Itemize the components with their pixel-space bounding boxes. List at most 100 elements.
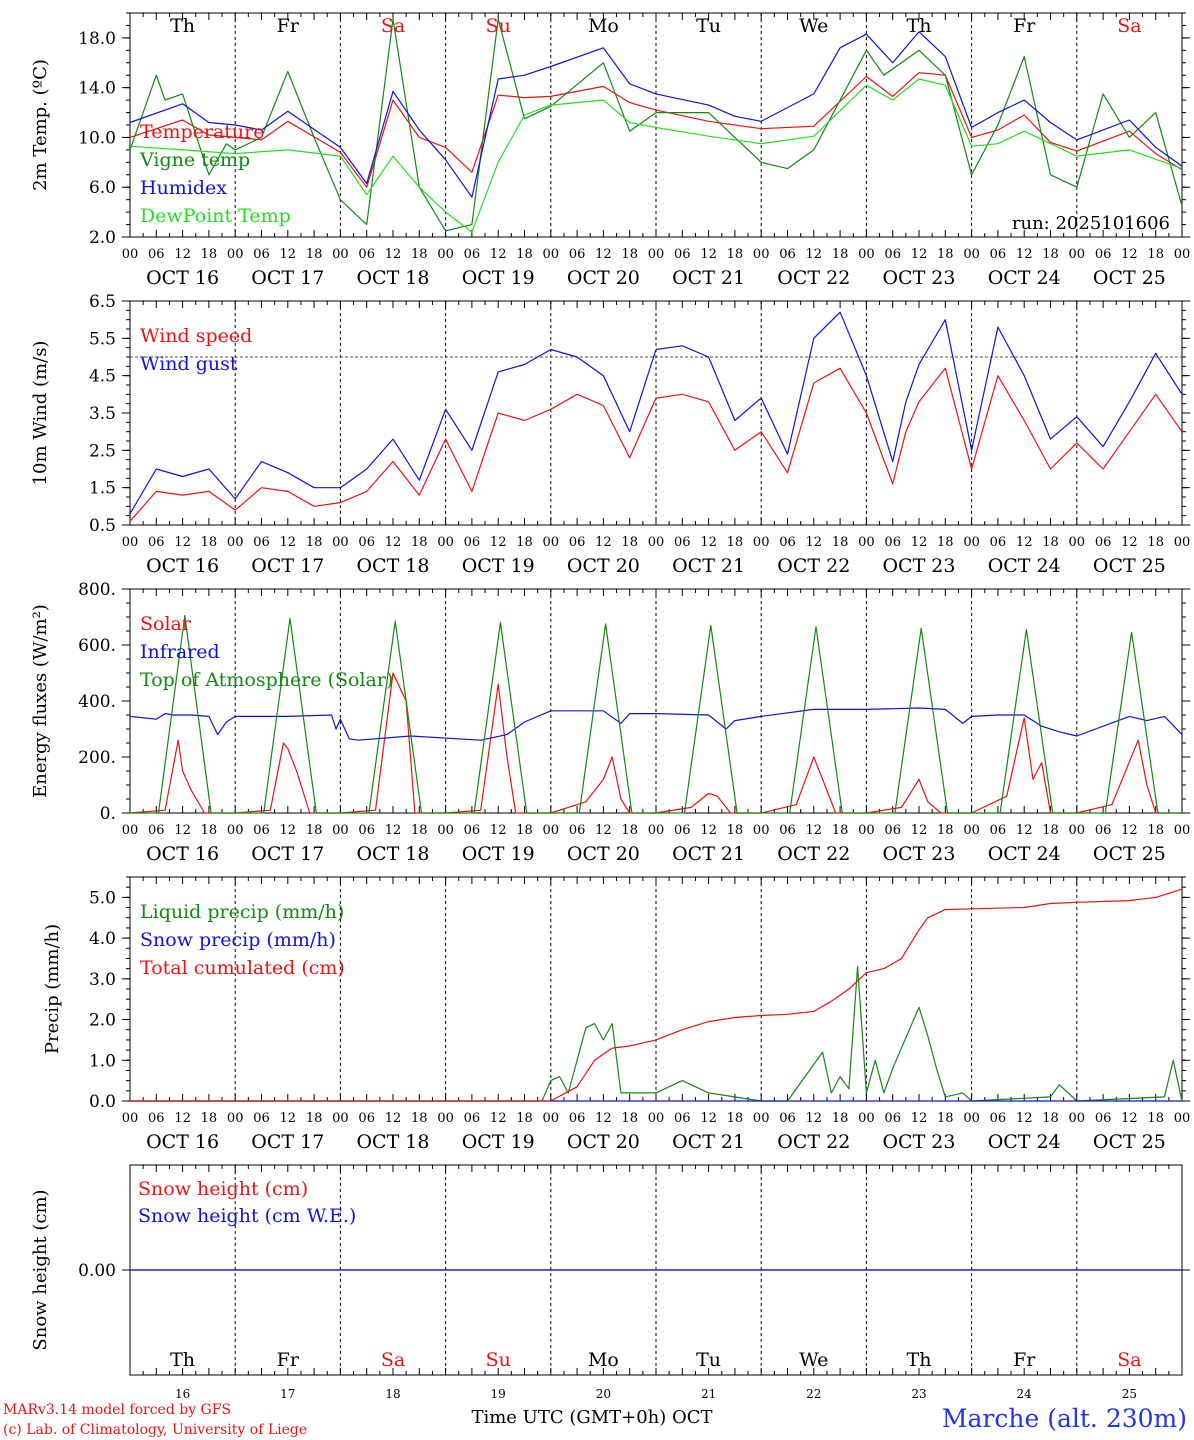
day-name: Mo	[588, 15, 619, 37]
hour-label: 18	[306, 247, 323, 262]
hour-label: 18	[937, 247, 954, 262]
hour-label: 00	[227, 823, 244, 838]
day-name: Sa	[381, 1349, 405, 1371]
y-tick-label: 0.	[100, 804, 116, 824]
hour-label: 12	[700, 535, 717, 550]
legend-entry: Vigne temp	[139, 149, 250, 171]
hour-label: 00	[437, 535, 454, 550]
hour-label: 18	[411, 535, 428, 550]
hour-label: 12	[174, 1111, 191, 1126]
y-tick-label: 5.5	[89, 329, 116, 349]
date-label: OCT 18	[356, 843, 429, 865]
hour-label: 06	[884, 247, 901, 262]
hour-label: 00	[437, 1111, 454, 1126]
day-name: Sa	[381, 15, 405, 37]
y-axis-title: Snow height (cm)	[30, 1189, 51, 1350]
date-label: OCT 21	[672, 267, 745, 289]
date-label: OCT 19	[462, 555, 535, 577]
panel-energy: 0. 200. 400. 600. 800. Energy fluxes (W/m²) So…	[30, 580, 1190, 865]
hour-label: 00	[1069, 247, 1086, 262]
date-label: OCT 25	[1093, 1131, 1166, 1153]
date-label: OCT 22	[777, 555, 850, 577]
day-number: 19	[491, 1387, 506, 1401]
date-label: OCT 20	[567, 267, 640, 289]
date-label: OCT 17	[251, 843, 324, 865]
hour-label: 18	[201, 247, 218, 262]
series-top-of-atmosphere-solar	[130, 614, 1182, 814]
hour-label: 12	[280, 1111, 297, 1126]
hour-label: 00	[332, 823, 349, 838]
date-label: OCT 23	[882, 1131, 955, 1153]
series-total-cumulated-cm	[130, 888, 1183, 1102]
hour-label: 18	[1147, 823, 1164, 838]
date-label: OCT 25	[1093, 267, 1166, 289]
y-tick-label: 3.0	[89, 970, 116, 990]
date-label: OCT 19	[462, 843, 535, 865]
series-liquid-precip-mm-h	[130, 965, 1183, 1102]
hour-label: 12	[280, 823, 297, 838]
hour-label: 06	[674, 247, 691, 262]
hour-label: 06	[990, 823, 1007, 838]
hour-label: 06	[464, 247, 481, 262]
date-label: OCT 21	[672, 843, 745, 865]
day-name: Su	[486, 1349, 511, 1371]
y-tick-label: 2.0	[89, 228, 116, 248]
y-tick-label: 200.	[78, 748, 116, 768]
hour-label: 12	[385, 1111, 402, 1126]
y-axis-title: 2m Temp. (ºC)	[30, 59, 51, 191]
date-label: OCT 21	[672, 1131, 745, 1153]
hour-label: 00	[753, 535, 770, 550]
hour-label: 18	[621, 535, 638, 550]
date-label: OCT 24	[988, 267, 1061, 289]
series-wind-gust	[129, 311, 1183, 515]
hour-label: 18	[1147, 1111, 1164, 1126]
y-tick-label: 14.0	[78, 79, 116, 99]
hour-label: 12	[174, 823, 191, 838]
hour-label: 12	[595, 535, 612, 550]
legend-entry: Wind gust	[140, 353, 238, 375]
y-axis-title: 10m Wind (m/s)	[30, 341, 51, 486]
hour-label: 00	[122, 535, 139, 550]
hour-label: 18	[937, 535, 954, 550]
date-label: OCT 23	[882, 843, 955, 865]
y-tick-label: 2.5	[89, 441, 116, 461]
hour-label: 18	[621, 1111, 638, 1126]
hour-label: 06	[674, 535, 691, 550]
hour-label: 06	[569, 535, 586, 550]
legend-entry: Snow height (cm)	[138, 1178, 308, 1200]
hour-label: 06	[358, 823, 375, 838]
hour-label: 06	[569, 1111, 586, 1126]
x-axis-label: Time UTC (GMT+0h) OCT	[471, 1407, 712, 1428]
hour-label: 18	[411, 823, 428, 838]
hour-label: 12	[385, 535, 402, 550]
hour-label: 06	[884, 1111, 901, 1126]
hour-label: 18	[411, 1111, 428, 1126]
hour-label: 00	[1069, 535, 1086, 550]
hour-label: 06	[148, 247, 165, 262]
hour-label: 00	[753, 247, 770, 262]
panel-snow: 0.00 Snow height (cm) Snow height (cm) Snow…	[30, 1164, 1190, 1401]
hour-label: 00	[648, 823, 665, 838]
hour-label: 00	[858, 1111, 875, 1126]
hour-label: 18	[727, 1111, 744, 1126]
hour-label: 06	[674, 823, 691, 838]
day-name: Fr	[277, 1349, 300, 1371]
y-tick-label: 800.	[78, 580, 116, 600]
date-label: OCT 18	[356, 555, 429, 577]
date-label: OCT 17	[251, 1131, 324, 1153]
hour-label: 18	[937, 1111, 954, 1126]
hour-label: 00	[1174, 247, 1191, 262]
legend-entry: Temperature	[140, 121, 264, 143]
hour-label: 18	[1147, 247, 1164, 262]
date-label: OCT 24	[988, 843, 1061, 865]
hour-label: 00	[122, 247, 139, 262]
hour-label: 12	[490, 247, 507, 262]
hour-label: 12	[700, 823, 717, 838]
y-tick-label: 3.5	[89, 404, 116, 424]
day-name: Th	[907, 1349, 932, 1371]
hour-label: 18	[306, 823, 323, 838]
hour-label: 06	[253, 1111, 270, 1126]
hour-label: 06	[464, 535, 481, 550]
y-axis-title: Energy fluxes (W/m²)	[30, 604, 51, 798]
hour-label: 12	[1121, 247, 1138, 262]
